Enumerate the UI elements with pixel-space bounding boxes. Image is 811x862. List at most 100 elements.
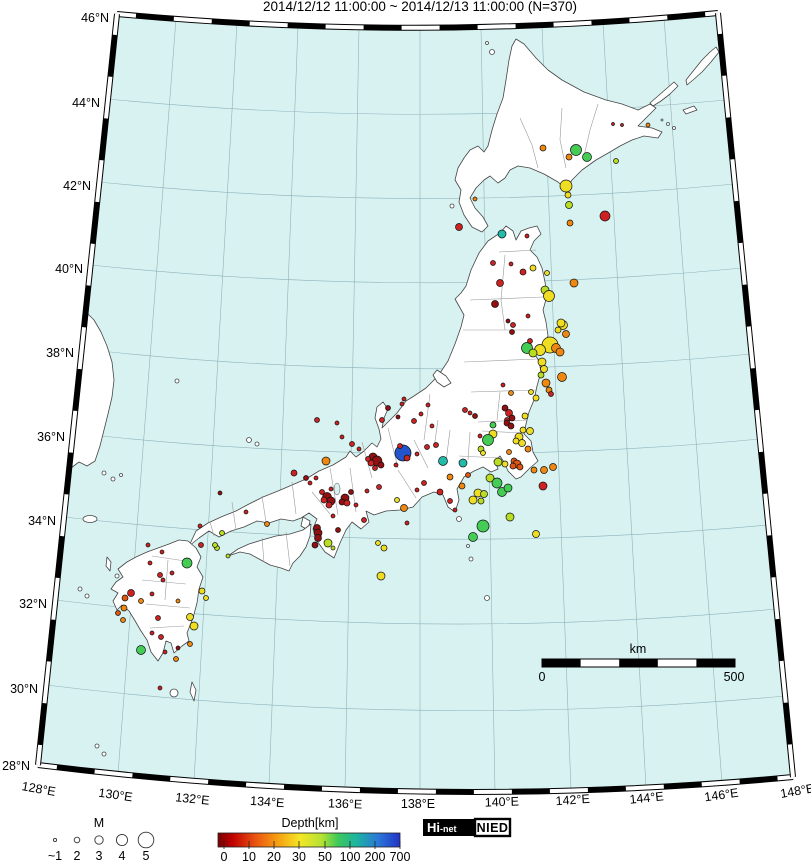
event-dot xyxy=(395,414,401,420)
event-dot xyxy=(175,598,181,604)
event-dot xyxy=(503,483,513,493)
event-dot xyxy=(127,589,135,597)
magnitude-legend-title: M xyxy=(94,816,104,830)
event-dot xyxy=(349,441,355,447)
event-dot xyxy=(175,645,181,651)
event-dot xyxy=(528,389,534,395)
event-dot xyxy=(489,421,497,429)
magnitude-legend: M ~1 2 3 4 5 xyxy=(48,816,155,862)
depth-tick-label: 200 xyxy=(365,850,386,862)
event-dot xyxy=(548,391,554,397)
lon-label: 136°E xyxy=(328,796,363,811)
graticule-grid xyxy=(45,17,786,792)
event-dot xyxy=(155,615,161,621)
lon-label: 132°E xyxy=(175,790,210,807)
event-dot xyxy=(549,463,557,471)
event-dot xyxy=(181,557,193,569)
scale-bar: km 0 500 xyxy=(539,642,745,684)
event-dot xyxy=(557,372,567,382)
event-dot xyxy=(497,229,507,239)
event-dot xyxy=(570,144,582,156)
event-dot xyxy=(372,465,378,471)
event-dot xyxy=(518,439,526,447)
event-dot xyxy=(330,545,336,551)
event-dot xyxy=(565,153,573,161)
event-dot xyxy=(480,490,488,498)
event-dot xyxy=(323,538,333,548)
event-dot xyxy=(496,279,504,287)
event-dot xyxy=(380,544,388,552)
event-dot xyxy=(157,572,163,578)
lon-label: 130°E xyxy=(98,786,134,805)
event-dot xyxy=(482,434,494,446)
depth-tick-label: 700 xyxy=(390,850,411,862)
event-dot xyxy=(158,634,164,640)
event-dot xyxy=(314,417,320,423)
lake-biwa xyxy=(333,482,341,496)
yakushima-island xyxy=(169,688,179,698)
event-dot xyxy=(393,462,399,468)
event-dot xyxy=(145,542,151,548)
event-dot xyxy=(120,604,128,612)
depth-legend: Depth[km] 0 10 20 30 50 100 200 700 xyxy=(217,816,411,862)
event-dot xyxy=(198,542,204,548)
event-dot xyxy=(501,460,509,468)
event-dot xyxy=(320,496,328,504)
event-dot xyxy=(376,484,382,490)
event-dot xyxy=(490,260,496,266)
event-dot xyxy=(364,488,370,494)
event-dot xyxy=(538,481,548,491)
event-dot xyxy=(452,507,458,513)
logo-net-text: -net xyxy=(440,824,457,834)
hinet-nied-logo: Hi-net NIED xyxy=(423,817,512,838)
event-dot xyxy=(519,426,527,434)
scale-start-label: 0 xyxy=(539,670,546,684)
event-dot xyxy=(225,553,231,559)
event-dot xyxy=(290,469,298,477)
event-dot xyxy=(394,497,400,503)
jeju-island xyxy=(82,515,98,523)
event-dot xyxy=(477,497,485,505)
event-dot xyxy=(212,542,218,548)
shikoku xyxy=(227,523,312,572)
event-dot xyxy=(411,418,417,424)
map-frame xyxy=(35,10,796,795)
event-dot xyxy=(343,499,351,507)
event-dot xyxy=(203,595,209,601)
event-dot xyxy=(401,396,407,402)
landmasses xyxy=(68,38,720,757)
event-dot xyxy=(455,223,463,231)
event-dot xyxy=(472,196,478,202)
event-dot xyxy=(186,613,194,621)
magnitude-legend-items: ~1 2 3 4 5 xyxy=(48,831,155,862)
lon-label: 138°E xyxy=(401,797,435,811)
lon-label: 144°E xyxy=(629,789,664,806)
event-dot xyxy=(189,621,199,631)
event-dot xyxy=(325,501,333,509)
event-dot xyxy=(187,641,193,647)
event-dot xyxy=(159,549,165,555)
lat-label: 32°N xyxy=(19,597,47,611)
event-dot xyxy=(458,482,466,490)
magnitude-sample-circle xyxy=(52,837,58,843)
event-dot xyxy=(505,318,511,324)
event-dot xyxy=(121,594,129,602)
event-dot xyxy=(243,509,249,515)
lon-label: 134°E xyxy=(250,794,285,810)
hypocenter-dots xyxy=(115,122,651,691)
ulleungdo-island xyxy=(174,378,180,384)
event-dot xyxy=(508,414,516,422)
depth-ticks: 0 10 20 30 50 100 200 700 xyxy=(221,841,411,862)
event-dot xyxy=(613,158,619,164)
event-dot xyxy=(491,300,499,308)
magnitude-sample-label: 5 xyxy=(143,849,150,862)
lat-label: 42°N xyxy=(63,179,91,193)
event-dot xyxy=(540,466,548,474)
event-dot xyxy=(543,290,555,302)
event-dot xyxy=(529,264,537,272)
lon-label: 128°E xyxy=(21,779,57,799)
event-dot xyxy=(505,409,513,417)
event-dot xyxy=(493,457,503,467)
depth-colorbar xyxy=(217,832,401,848)
